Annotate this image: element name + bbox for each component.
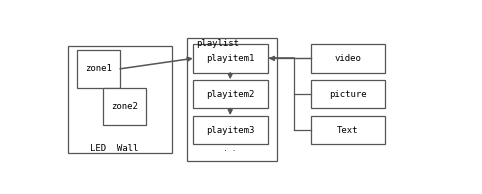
Text: video: video [335,54,362,63]
Bar [310,116,385,144]
Bar [77,50,120,87]
Bar [193,80,268,108]
Bar [193,44,268,73]
Text: playlist: playlist [197,39,240,48]
Text: zone2: zone2 [111,102,138,111]
Text: ·  ·: · · [225,147,236,156]
Text: zone1: zone1 [85,64,112,73]
Bar [103,87,146,125]
Text: playitem3: playitem3 [206,126,254,135]
Text: picture: picture [329,90,367,99]
Text: playitem2: playitem2 [206,90,254,99]
Text: Text: Text [337,126,359,135]
Bar [67,46,173,153]
Text: playitem1: playitem1 [206,54,254,63]
Bar [187,38,277,161]
Bar [310,80,385,108]
Bar [310,44,385,73]
Text: LED  Wall: LED Wall [90,144,138,153]
Bar [193,116,268,144]
